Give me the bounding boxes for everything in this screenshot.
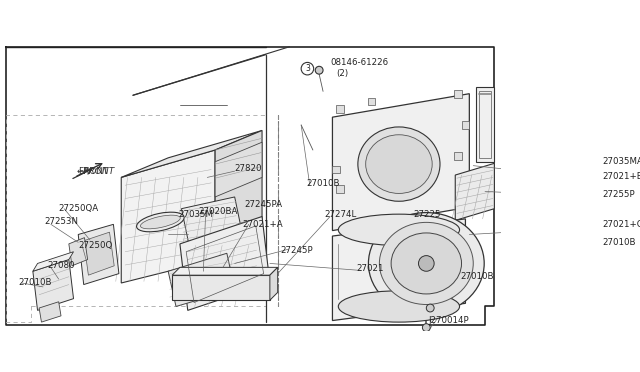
- Ellipse shape: [391, 233, 461, 294]
- Text: 27035MA: 27035MA: [602, 157, 640, 166]
- Polygon shape: [215, 142, 262, 197]
- Polygon shape: [476, 87, 494, 162]
- Polygon shape: [121, 131, 262, 177]
- Polygon shape: [84, 232, 114, 275]
- Circle shape: [301, 62, 314, 75]
- Ellipse shape: [339, 291, 460, 322]
- Text: 27010B: 27010B: [19, 279, 52, 288]
- Ellipse shape: [365, 135, 432, 193]
- Text: 27080: 27080: [47, 261, 74, 270]
- Text: 27021+B: 27021+B: [602, 172, 640, 181]
- Polygon shape: [182, 197, 243, 246]
- Ellipse shape: [140, 215, 180, 229]
- Bar: [337, 105, 344, 113]
- Polygon shape: [172, 267, 278, 275]
- Text: FRONT: FRONT: [78, 167, 109, 176]
- Text: 27250QA: 27250QA: [58, 204, 98, 213]
- Circle shape: [316, 66, 323, 74]
- Polygon shape: [33, 260, 74, 310]
- Text: 27021+A: 27021+A: [243, 220, 283, 229]
- Bar: [458, 176, 465, 184]
- Text: 27253N: 27253N: [45, 218, 79, 227]
- Text: 27274L: 27274L: [324, 210, 357, 219]
- Text: 08146-61226: 08146-61226: [330, 58, 388, 67]
- Bar: [367, 97, 376, 105]
- Polygon shape: [180, 217, 270, 310]
- Polygon shape: [121, 150, 215, 283]
- Circle shape: [422, 324, 430, 331]
- Text: 27010B: 27010B: [460, 272, 493, 281]
- Text: 3: 3: [305, 64, 310, 73]
- Bar: [332, 166, 340, 173]
- Polygon shape: [78, 224, 119, 285]
- Bar: [454, 90, 461, 97]
- Bar: [461, 121, 469, 129]
- Polygon shape: [215, 131, 262, 260]
- Bar: [454, 153, 461, 160]
- Polygon shape: [270, 267, 278, 300]
- Ellipse shape: [339, 214, 460, 246]
- Text: 27250Q: 27250Q: [78, 241, 113, 250]
- Text: 27020BA: 27020BA: [198, 206, 238, 215]
- Text: ←FRONT: ←FRONT: [77, 167, 115, 176]
- Text: 27820: 27820: [235, 164, 262, 173]
- Polygon shape: [332, 94, 469, 231]
- Text: 27021: 27021: [356, 264, 383, 273]
- Circle shape: [426, 304, 434, 312]
- Text: 27245PA: 27245PA: [245, 200, 283, 209]
- Ellipse shape: [358, 127, 440, 201]
- Polygon shape: [168, 253, 235, 307]
- Polygon shape: [332, 219, 465, 321]
- Polygon shape: [39, 302, 61, 322]
- Text: (2): (2): [337, 69, 349, 78]
- Bar: [337, 185, 344, 193]
- Polygon shape: [172, 275, 270, 300]
- Text: J270014P: J270014P: [429, 316, 469, 325]
- Text: 27035M: 27035M: [179, 210, 213, 219]
- Text: 27010B: 27010B: [307, 179, 340, 188]
- Text: 27255P: 27255P: [602, 190, 635, 199]
- Polygon shape: [69, 238, 88, 266]
- Polygon shape: [356, 299, 372, 317]
- Text: 27010B: 27010B: [602, 238, 636, 247]
- Polygon shape: [455, 163, 494, 221]
- Text: 27245P: 27245P: [280, 246, 313, 255]
- Polygon shape: [33, 252, 74, 271]
- Ellipse shape: [136, 212, 184, 232]
- Ellipse shape: [380, 222, 473, 305]
- Text: 27225: 27225: [413, 210, 440, 219]
- Circle shape: [419, 256, 434, 271]
- Text: 27021+C: 27021+C: [602, 220, 640, 229]
- Ellipse shape: [369, 212, 484, 314]
